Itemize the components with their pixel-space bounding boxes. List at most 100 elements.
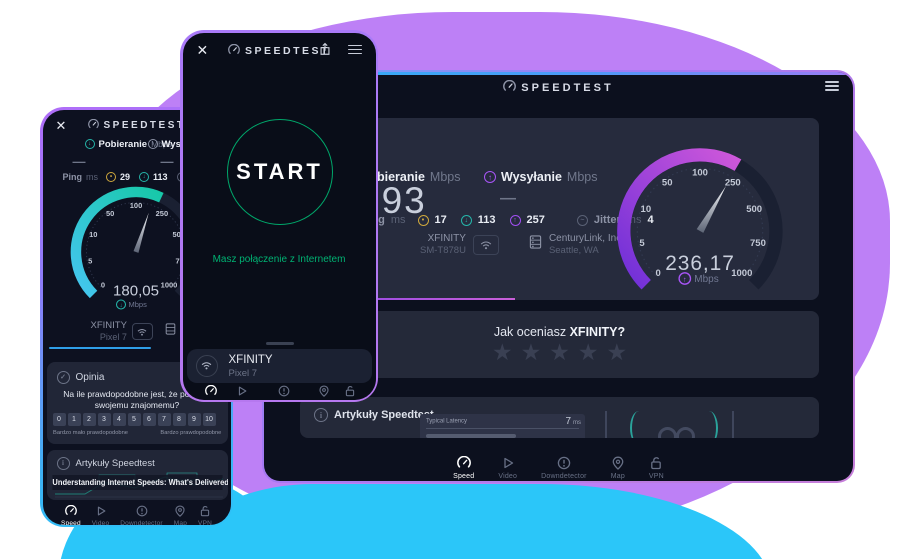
star-icon[interactable]: ★: [549, 339, 570, 365]
download-latency-icon: ↓: [460, 214, 472, 226]
phone-result-window: ✕ SPEEDTEST ↓ Pobieranie Mbps ↑ Wysyłani…: [40, 107, 233, 527]
drag-handle[interactable]: [265, 341, 294, 345]
svg-text:Mbps: Mbps: [128, 300, 147, 309]
articles-card: i Artykuły Speedtest Typical Latency 7 m…: [300, 397, 819, 438]
nav-map[interactable]: Map: [174, 504, 187, 525]
article-preview-panel[interactable]: Typical Latency 7 ms: [420, 414, 585, 438]
speedtest-logo-icon: [87, 118, 99, 133]
upload-value: —: [160, 153, 174, 169]
rating-card: Jak oceniasz XFINITY? ★ ★ ★ ★ ★: [300, 311, 819, 378]
menu-button[interactable]: [825, 81, 839, 91]
share-icon[interactable]: [318, 42, 332, 61]
nav-vpn[interactable]: VPN: [649, 456, 664, 480]
feedback-title: Opinia: [75, 371, 105, 383]
article-illustration-ring: [658, 427, 677, 438]
article-headline[interactable]: Understanding Internet Speeds: What's De…: [51, 474, 228, 490]
gauge-value: 180,05: [113, 282, 159, 299]
star-icon[interactable]: ★: [491, 339, 513, 365]
nav-vpn[interactable]: VPN: [198, 505, 212, 525]
nav-video[interactable]: Video: [92, 505, 110, 525]
connection-card[interactable]: XFINITY Pixel 7: [186, 348, 372, 383]
device-name: Pixel 7: [228, 367, 258, 379]
svg-text:100: 100: [129, 201, 142, 210]
star-icon[interactable]: ★: [520, 339, 542, 365]
nav-video[interactable]: Video: [233, 385, 251, 400]
nav-downdetector[interactable]: Downdetector: [120, 505, 163, 525]
jitter-value: 4: [647, 214, 654, 226]
nps-3[interactable]: 3: [97, 412, 111, 426]
nps-1[interactable]: 1: [67, 412, 81, 426]
svg-text:50: 50: [105, 209, 113, 218]
gauge-value: 236,17: [665, 252, 735, 275]
lock-icon: [649, 456, 663, 470]
articles-title: Artykuły Speedtest: [75, 457, 155, 469]
nav-map[interactable]: Map: [611, 456, 625, 480]
nps-5[interactable]: 5: [127, 412, 141, 426]
idle-latency-icon: •: [106, 171, 116, 182]
speedtest-logo-icon: [228, 43, 240, 59]
svg-text:5: 5: [88, 256, 92, 265]
nav-speed[interactable]: Speed: [453, 456, 474, 480]
ping-download-value: 113: [477, 214, 496, 226]
connection-info: XFINITY SM-T878U CenturyLink, Inc: [420, 232, 621, 257]
svg-text:750: 750: [750, 238, 766, 249]
close-button[interactable]: ✕: [55, 117, 67, 133]
info-icon: i: [56, 456, 70, 470]
nps-7[interactable]: 7: [157, 412, 171, 426]
feedback-question-line2: swojemu znajomemu?: [94, 399, 180, 410]
nav-vpn[interactable]: VPN: [343, 385, 357, 400]
nps-4[interactable]: 4: [112, 412, 126, 426]
wifi-icon: [195, 354, 218, 377]
nps-9[interactable]: 9: [187, 412, 201, 426]
svg-text:5: 5: [639, 238, 645, 249]
svg-text:0: 0: [656, 268, 661, 279]
nav-map[interactable]: Map: [317, 384, 330, 400]
download-latency-icon: ↓: [139, 171, 150, 182]
upload-latency-icon: ↑: [509, 214, 521, 226]
nps-label-high: Bardzo prawdopodobne: [160, 429, 222, 436]
isp-device: SM-T878U: [420, 245, 466, 256]
server-location: Seattle, WA: [548, 245, 599, 256]
upload-label: Wysyłanie: [501, 170, 562, 184]
svg-text:10: 10: [641, 204, 652, 215]
play-icon: [236, 385, 248, 397]
articles-title: Artykuły Speedtest: [334, 409, 434, 421]
speed-gauge-icon: [64, 504, 77, 517]
upload-icon: ↑: [484, 171, 496, 183]
nav-downdetector[interactable]: Downdetector: [541, 456, 587, 480]
wifi-icon[interactable]: [131, 323, 153, 341]
download-icon: ↓: [84, 139, 95, 149]
svg-text:↓: ↓: [119, 303, 122, 309]
svg-text:10: 10: [89, 229, 97, 238]
svg-text:500: 500: [172, 229, 185, 238]
nps-10[interactable]: 10: [202, 412, 216, 426]
result-card: Pobieranie Mbps 193 ↑ Wysyłanie Mbps — P…: [300, 118, 819, 300]
alert-circle-icon: [136, 505, 148, 517]
rating-provider: XFINITY?: [569, 325, 626, 339]
nps-0[interactable]: 0: [52, 412, 66, 426]
ping-idle-value: 17: [434, 214, 447, 226]
nps-2[interactable]: 2: [82, 412, 96, 426]
isp-name: XFINITY: [427, 233, 466, 244]
nps-6[interactable]: 6: [142, 412, 156, 426]
nps-scale: 0 1 2 3 4 5 6 7 8 9 10: [52, 412, 216, 426]
nav-video[interactable]: Video: [498, 456, 517, 480]
nps-8[interactable]: 8: [172, 412, 186, 426]
nav-speed[interactable]: Speed: [61, 504, 81, 525]
wifi-icon[interactable]: [472, 234, 499, 255]
article-illustration-ring: [676, 427, 695, 438]
nav-speed[interactable]: Speed: [201, 384, 221, 400]
svg-text:250: 250: [155, 209, 168, 218]
phone-result-brand: SPEEDTEST: [43, 118, 231, 133]
start-button[interactable]: START: [226, 118, 333, 225]
alert-circle-icon: [278, 385, 290, 397]
server-icon: [165, 322, 176, 341]
article-illustration-curve-right: [700, 411, 718, 438]
close-button[interactable]: ✕: [196, 41, 209, 58]
svg-text:1000: 1000: [160, 280, 177, 289]
menu-button[interactable]: [347, 44, 362, 55]
jitter-icon: ~: [576, 214, 588, 226]
star-icon[interactable]: ★: [606, 339, 628, 365]
star-icon[interactable]: ★: [577, 339, 599, 365]
nav-downdetector[interactable]: Downdetector: [263, 385, 306, 400]
